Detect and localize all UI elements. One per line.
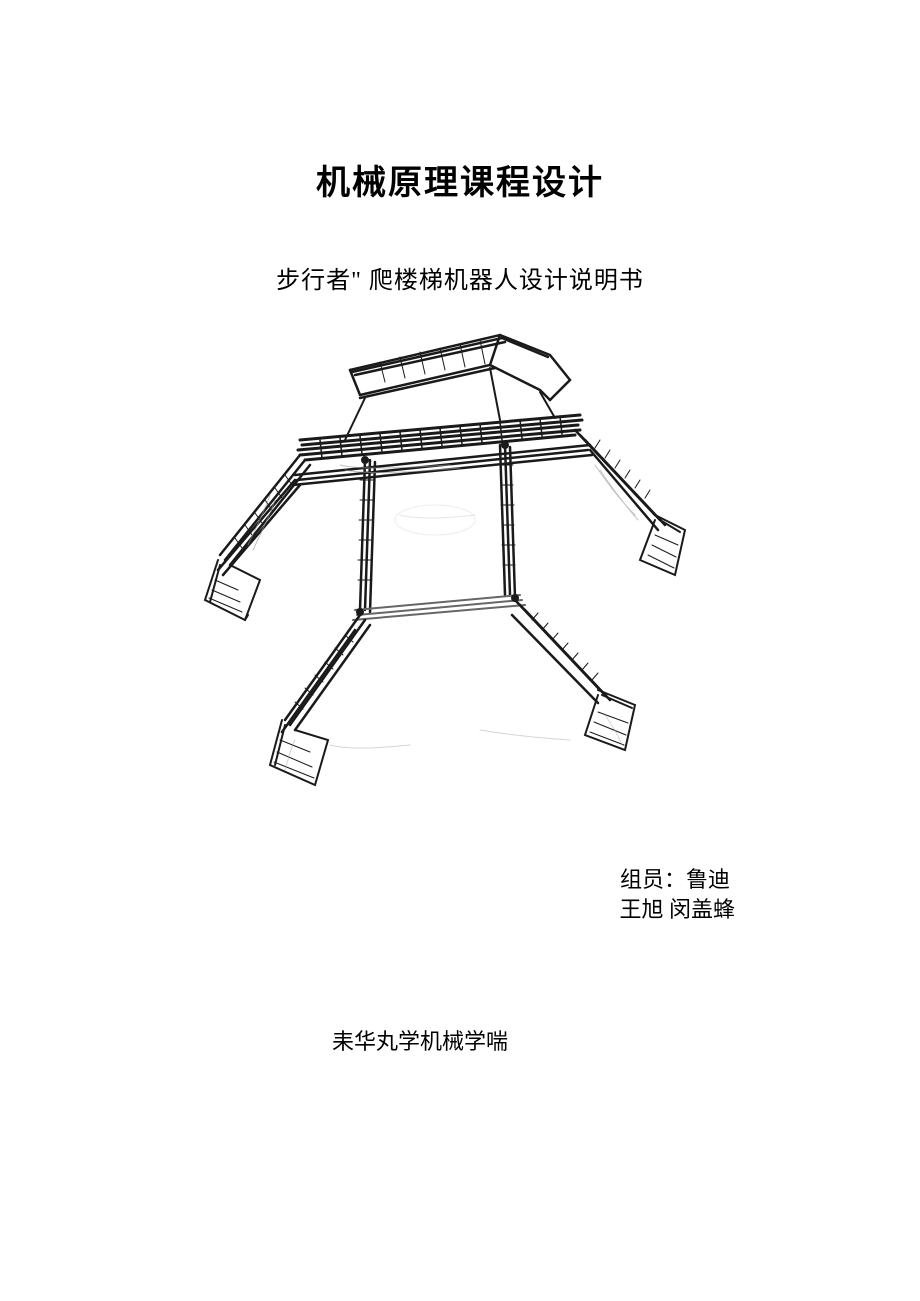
robot-sketch-drawing bbox=[200, 320, 700, 800]
team-members-line2: 王旭 闵盖蜂 bbox=[619, 892, 735, 924]
document-subtitle: 步行者" 爬楼梯机器人设计说明书 bbox=[0, 260, 920, 295]
institution-name: 耒华丸学机械学喘 bbox=[332, 1024, 508, 1056]
team-members-line1: 组员：鲁迪 bbox=[620, 862, 730, 894]
document-title: 机械原理课程设计 bbox=[0, 155, 920, 204]
